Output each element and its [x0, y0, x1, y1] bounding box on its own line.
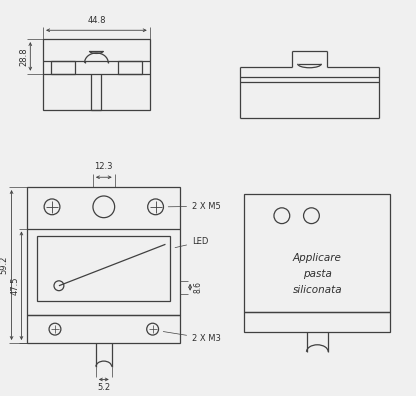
Text: LED: LED — [175, 237, 208, 248]
Text: 2 X M5: 2 X M5 — [168, 202, 221, 211]
Bar — [51, 61, 75, 74]
Text: 12.3: 12.3 — [94, 162, 113, 171]
Bar — [27, 315, 180, 343]
Text: 5.2: 5.2 — [97, 383, 110, 392]
Bar — [244, 312, 390, 332]
Text: Applicare: Applicare — [293, 253, 342, 263]
Bar — [118, 61, 142, 74]
Bar — [43, 39, 150, 110]
Text: pasta: pasta — [303, 269, 332, 279]
Bar — [244, 194, 390, 312]
Text: 8.6: 8.6 — [193, 281, 202, 293]
Bar — [37, 236, 171, 301]
Text: 44.8: 44.8 — [87, 16, 106, 25]
Text: 47.5: 47.5 — [10, 276, 20, 295]
Text: 59.2: 59.2 — [0, 256, 9, 274]
Text: siliconata: siliconata — [292, 285, 342, 295]
Text: 2 X M3: 2 X M3 — [163, 331, 221, 343]
Bar — [27, 187, 180, 315]
Text: 28.8: 28.8 — [19, 47, 28, 66]
